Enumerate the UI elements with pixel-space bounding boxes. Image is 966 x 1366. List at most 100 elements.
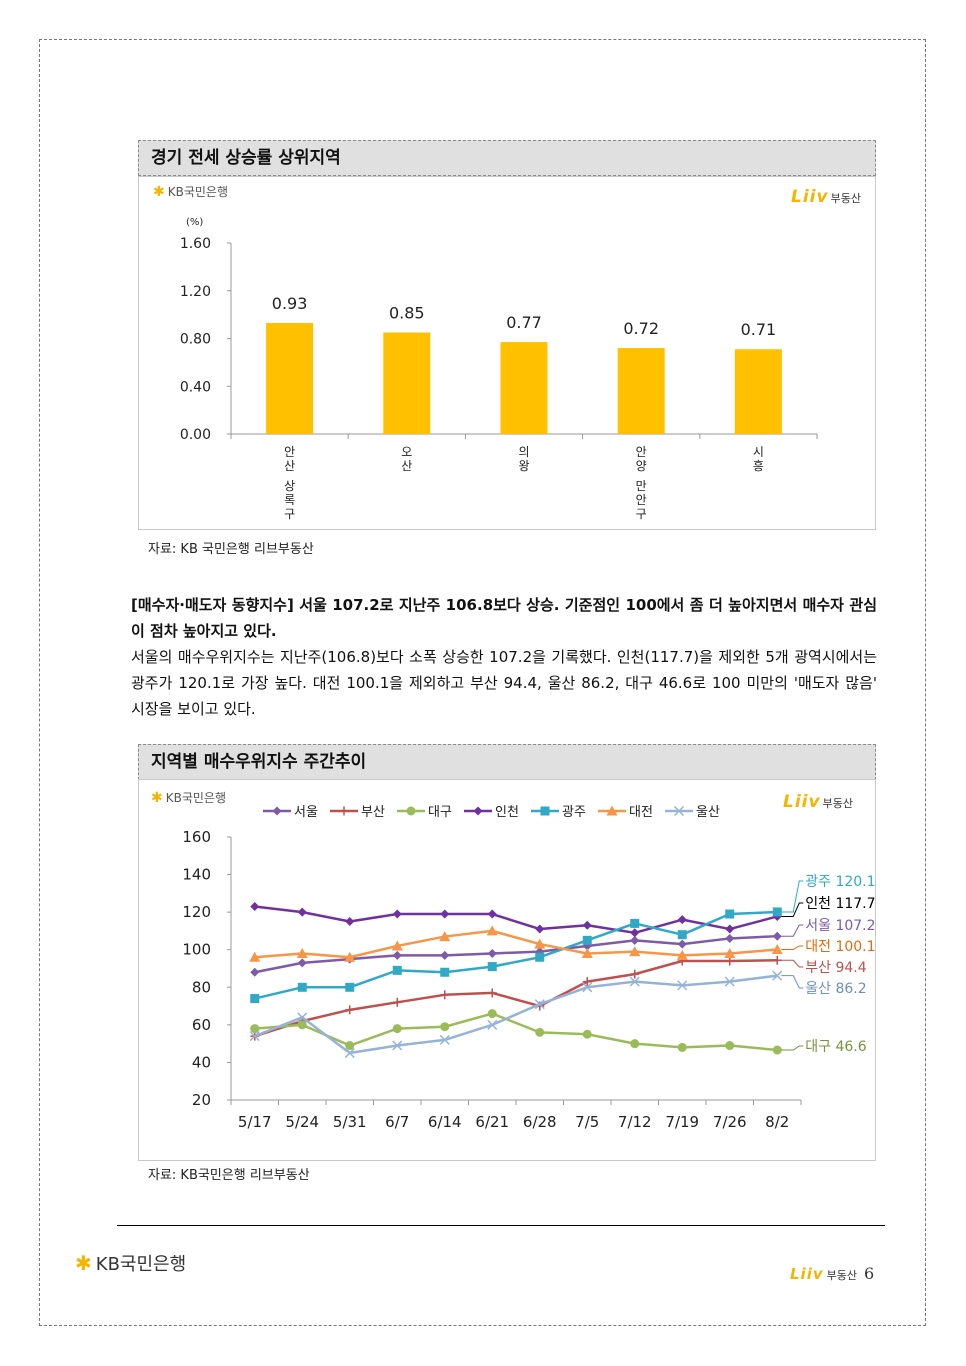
legend-label: 서울 [294, 805, 318, 820]
data-point [630, 928, 640, 938]
kb-star-icon: ✱ [75, 1251, 92, 1275]
data-point [345, 917, 355, 927]
data-point [725, 924, 735, 934]
data-point [677, 1042, 687, 1052]
end-label: 광주 120.1 [805, 874, 875, 890]
bar [617, 348, 665, 434]
end-label-leader [781, 924, 804, 937]
bar [734, 349, 782, 434]
y-tick-label: 0.80 [180, 332, 211, 348]
data-point [725, 909, 735, 919]
data-point [392, 950, 402, 960]
data-point [249, 1031, 260, 1042]
x-category-label: 흥 [753, 459, 764, 473]
data-point [772, 907, 782, 917]
liiv-mark: Liiv [783, 792, 821, 812]
end-label-leader [781, 959, 804, 968]
data-point [676, 949, 688, 960]
data-point [297, 982, 307, 992]
x-tick-label: 7/5 [575, 1113, 599, 1131]
x-category-label: 만 [636, 479, 647, 493]
data-point [630, 935, 640, 945]
y-tick-label: 60 [192, 1016, 211, 1034]
section2-source: 자료: KB국민은행 리브부동산 [148, 1168, 310, 1183]
liiv-mark: Liiv [790, 1265, 824, 1283]
x-category-label: 양 [636, 459, 647, 473]
x-category-label: 구 [636, 507, 647, 521]
bar-value-label: 0.85 [389, 304, 425, 323]
legend-label: 울산 [696, 805, 720, 820]
legend-label: 부산 [361, 805, 385, 820]
page-number: 6 [864, 1264, 875, 1283]
data-point [535, 952, 545, 962]
x-tick-label: 6/28 [523, 1113, 557, 1131]
bar-chart: (%)0.000.400.801.201.600.93안산상록구0.85오산0.… [180, 217, 818, 521]
data-point [392, 1040, 403, 1051]
data-point [250, 902, 260, 912]
x-category-label: 상 [284, 479, 295, 493]
x-category-label: 시 [753, 445, 764, 459]
paragraph-headline: [매수자·매도자 동향지수] 서울 107.2로 지난주 106.8보다 상승.… [131, 596, 877, 640]
liiv-logo: Liiv 부동산 [791, 187, 861, 207]
end-label-leader [781, 1045, 804, 1051]
legend-item: 부산 [330, 805, 385, 820]
data-point [629, 946, 641, 957]
data-point [249, 951, 261, 962]
y-tick-label: 140 [182, 866, 211, 884]
legend-item: 광주 [531, 805, 586, 820]
legend-label: 대전 [629, 805, 653, 820]
bar-value-label: 0.77 [506, 313, 542, 332]
data-point [297, 958, 307, 968]
x-tick-label: 6/21 [475, 1113, 509, 1131]
x-tick-label: 7/19 [665, 1113, 699, 1131]
data-point [606, 805, 618, 816]
data-point [540, 806, 550, 816]
y-tick-label: 160 [182, 828, 211, 846]
data-point [772, 970, 783, 981]
data-point [581, 947, 593, 958]
data-point [535, 1027, 545, 1037]
data-point [297, 907, 307, 917]
legend-label: 인천 [495, 805, 519, 820]
data-point [673, 805, 685, 817]
data-point [724, 947, 736, 958]
y-tick-label: 100 [182, 941, 211, 959]
section1-source: 자료: KB 국민은행 리브부동산 [148, 542, 314, 557]
data-point [487, 909, 497, 919]
end-label-leader [781, 880, 804, 913]
x-category-label: 구 [284, 507, 295, 521]
x-category-label: 안 [636, 445, 647, 459]
x-tick-label: 7/12 [618, 1113, 652, 1131]
data-point [771, 944, 783, 955]
bar [383, 332, 431, 434]
data-point [344, 1048, 355, 1059]
liiv-text: 부동산 [822, 797, 853, 810]
bar-chart-frame: ✱ KB국민은행 Liiv 부동산 (%) 0.00 0.40 0.80 1.20 1.6… [138, 176, 876, 530]
data-point [629, 976, 640, 987]
data-point [250, 994, 260, 1004]
data-point [630, 1039, 640, 1049]
x-category-label: 산 [401, 459, 412, 473]
series-line [254, 905, 778, 935]
data-point [677, 930, 687, 940]
series-대구: 대구 46.6 [250, 1009, 867, 1055]
bar [500, 342, 548, 434]
footer-kb-text: KB국민은행 [95, 1254, 187, 1275]
x-category-label: 의 [518, 445, 529, 459]
kb-logo: ✱ KB국민은행 [153, 183, 228, 200]
end-label: 대전 100.1 [805, 939, 875, 955]
data-point [406, 806, 416, 816]
series-대전: 대전 100.1 [249, 925, 875, 962]
liiv-text: 부동산 [830, 192, 861, 205]
end-label-leader [781, 902, 804, 917]
series-인천: 인천 117.7 [250, 896, 875, 938]
legend-label: 광주 [562, 805, 586, 820]
series-line [254, 974, 778, 1055]
end-label-leader [781, 945, 804, 951]
data-point [772, 911, 782, 921]
data-point [582, 1029, 592, 1039]
end-label: 인천 117.7 [805, 896, 875, 912]
data-point [724, 976, 735, 987]
end-label: 대구 46.6 [805, 1039, 866, 1055]
x-tick-label: 5/24 [285, 1113, 319, 1131]
